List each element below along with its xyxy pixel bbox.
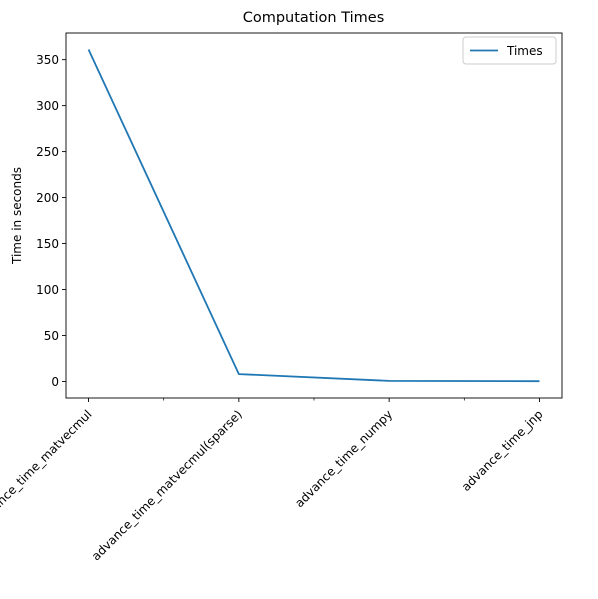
plot-area — [66, 33, 562, 398]
y-tick-label: 350 — [36, 53, 59, 67]
y-tick-label: 100 — [36, 283, 59, 297]
x-tick-label: advance_time_numpy — [292, 407, 395, 510]
x-tick-label: advance_time_matvecmul — [0, 407, 95, 528]
legend: Times — [462, 36, 557, 65]
x-axis: advance_time_matvecmuladvance_time_matve… — [0, 398, 546, 563]
series-lines — [87, 49, 540, 383]
legend-box — [462, 36, 557, 65]
y-tick-label: 300 — [36, 99, 59, 113]
x-tick-label: advance_time_matvecmul(sparse) — [89, 407, 245, 563]
y-axis: 0 50 100 150 200 250 300 350 — [36, 53, 66, 389]
y-tick-label: 150 — [36, 237, 59, 251]
plot-frame — [65, 32, 563, 399]
y-axis-label: Time in seconds — [10, 167, 24, 265]
series-line — [87, 49, 540, 383]
chart-title: Computation Times — [243, 10, 385, 26]
y-tick-label: 50 — [44, 329, 59, 343]
y-tick-label: 250 — [36, 145, 59, 159]
y-tick-label: 200 — [36, 191, 59, 205]
x-tick-label: advance_time_jnp — [459, 407, 546, 494]
legend-label-times: Times — [506, 44, 543, 58]
y-tick-label: 0 — [51, 375, 59, 389]
